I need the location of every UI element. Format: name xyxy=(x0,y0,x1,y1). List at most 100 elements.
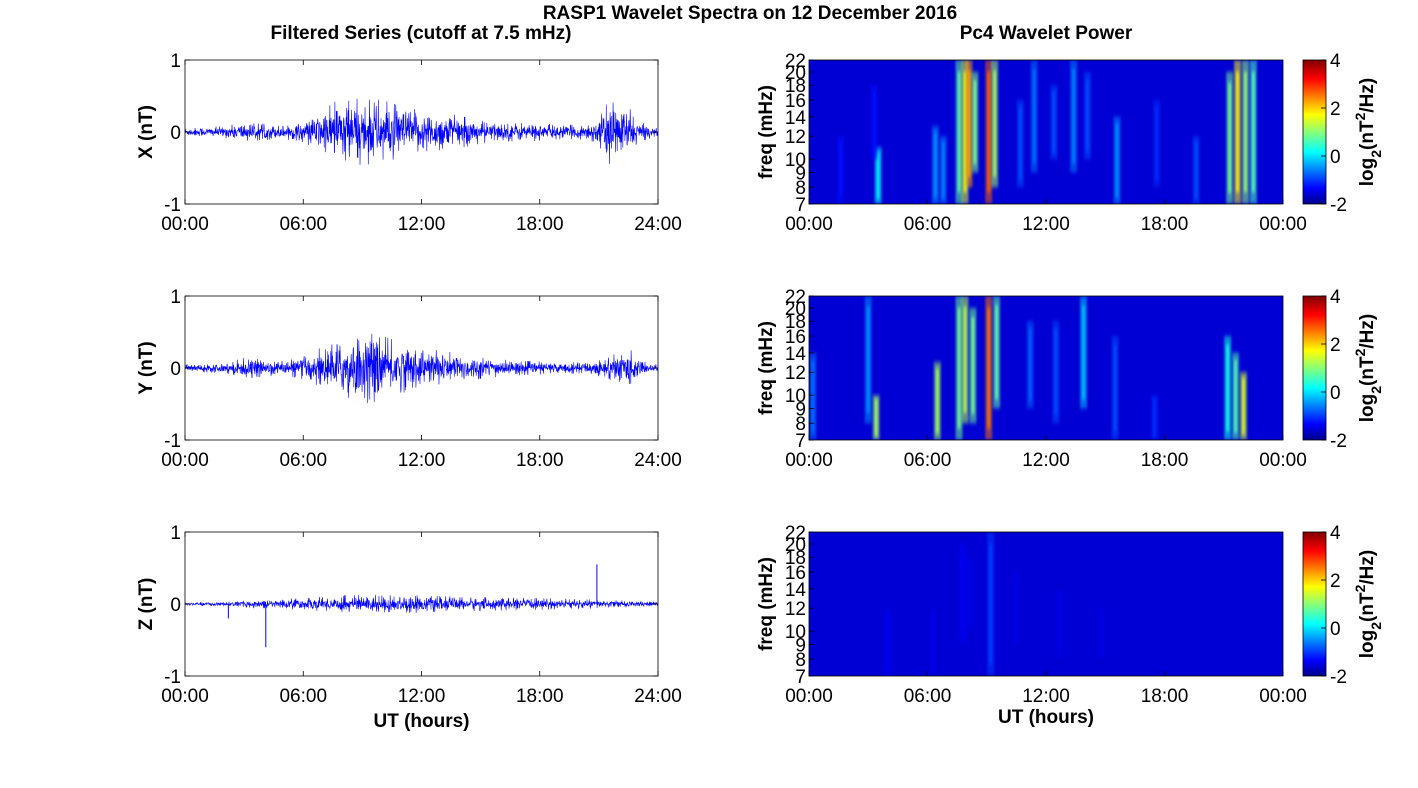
y-tick-label: 22 xyxy=(785,523,806,544)
burst-core-5 xyxy=(963,306,967,414)
burst-core-13 xyxy=(1052,91,1056,154)
burst-core-2 xyxy=(872,91,876,154)
colorbar-tick-label: -2 xyxy=(1330,431,1347,452)
series-panel-y: 00:00 06:00 12:00 18:00 24:00 -1 0 1 Y (nT) xyxy=(136,287,682,471)
left-column-title: Filtered Series (cutoff at 7.5 mHz) xyxy=(271,23,572,44)
burst-core-6 xyxy=(963,71,967,193)
x-tick-label: 06:00 xyxy=(904,686,952,707)
colorbar-tick-label: 2 xyxy=(1330,335,1341,356)
y-tick-label: 18 xyxy=(785,312,806,333)
burst-core-8 xyxy=(973,80,977,165)
heatmap-background xyxy=(809,60,1283,204)
x-tick-label: 00:00 xyxy=(1259,686,1307,707)
y-tick-label: 22 xyxy=(785,287,806,308)
burst-core-5 xyxy=(957,71,961,193)
burst-core-0 xyxy=(839,141,842,199)
plot-area xyxy=(185,60,658,204)
burst-core-16 xyxy=(1242,377,1245,435)
x-tick-label: 24:00 xyxy=(634,686,682,707)
x-tick-label: 18:00 xyxy=(516,450,564,471)
y-tick-label: 12 xyxy=(785,127,806,148)
x-tick-label: 06:00 xyxy=(904,214,952,235)
y-tick-label: 20 xyxy=(785,535,806,556)
y-tick-label: 16 xyxy=(785,563,806,584)
colorbar-tick-label: 4 xyxy=(1330,523,1341,544)
y-tick-label: 10 xyxy=(785,386,806,407)
heatmap-background xyxy=(809,532,1283,676)
x-tick-label: 12:00 xyxy=(1022,686,1070,707)
x-tick-label: 18:00 xyxy=(1141,214,1189,235)
y-tick-label: -1 xyxy=(164,667,181,688)
y-tick-label: 14 xyxy=(785,108,807,129)
colorbar-gradient xyxy=(1302,59,1327,205)
colorbar-tick-label: 4 xyxy=(1330,287,1341,308)
x-axis-label: UT (hours) xyxy=(373,711,469,732)
y-tick-label: 9 xyxy=(795,635,806,656)
burst-core-12 xyxy=(1113,344,1117,432)
burst-core-10 xyxy=(1054,329,1058,416)
colorbar-tick-label: 2 xyxy=(1330,571,1341,592)
burst-core-2 xyxy=(874,398,878,437)
x-tick-label: 00:00 xyxy=(785,214,833,235)
heatmap-bursts xyxy=(837,60,1257,204)
series-line-y xyxy=(184,333,659,404)
x-tick-label: 24:00 xyxy=(634,214,682,235)
y-axis-label: Z (nT) xyxy=(136,578,157,631)
burst-core-3 xyxy=(969,563,973,626)
x-tick-label: 00:00 xyxy=(161,214,209,235)
burst-core-13 xyxy=(1153,398,1156,437)
y-tick-label: 9 xyxy=(795,399,806,420)
y-tick-label: 18 xyxy=(785,76,806,97)
colorbar-label: log2(nT2/Hz) xyxy=(1352,78,1384,186)
colorbar-label: log2(nT2/Hz) xyxy=(1352,550,1384,658)
y-tick-label: 10 xyxy=(785,622,806,643)
x-tick-label: 06:00 xyxy=(279,450,327,471)
colorbar-label: log2(nT2/Hz) xyxy=(1352,314,1384,422)
burst-core-3 xyxy=(934,132,937,198)
y-tick-label: 16 xyxy=(785,91,806,112)
burst-core-14 xyxy=(1226,344,1229,432)
series-panel-z: 00:00 06:00 12:00 18:00 24:00 -1 0 1 Z (nT) UT (h… xyxy=(136,523,682,732)
burst-core-19 xyxy=(1228,82,1231,194)
x-tick-label: 18:00 xyxy=(516,214,564,235)
y-tick-label: 0 xyxy=(170,359,181,380)
x-tick-label: 00:00 xyxy=(1259,450,1307,471)
x-tick-label: 06:00 xyxy=(279,686,327,707)
colorbar-tick-label: 0 xyxy=(1330,383,1341,404)
y-tick-label: 1 xyxy=(170,51,181,72)
burst-core-0 xyxy=(886,613,890,671)
x-tick-label: 12:00 xyxy=(398,450,446,471)
burst-core-14 xyxy=(1072,68,1075,164)
colorbar-gradient xyxy=(1302,295,1327,441)
burst-core-8 xyxy=(995,304,998,400)
colorbar-tick-label: -2 xyxy=(1330,667,1347,688)
burst-core-4 xyxy=(942,141,945,199)
y-tick-label: 8 xyxy=(795,650,806,671)
y-tick-label: -1 xyxy=(164,195,181,216)
x-tick-label: 00:00 xyxy=(161,686,209,707)
burst-core-5 xyxy=(1015,577,1018,639)
x-tick-label: 06:00 xyxy=(279,214,327,235)
colorbar-tick-label: -2 xyxy=(1330,195,1347,216)
right-column-title: Pc4 Wavelet Power xyxy=(960,23,1133,44)
x-tick-label: 18:00 xyxy=(1141,450,1189,471)
y-axis-label: X (nT) xyxy=(136,105,157,159)
colorbar-tick-label: 2 xyxy=(1330,99,1341,120)
burst-core-17 xyxy=(1155,107,1158,181)
colorbar: -2 0 2 4 log2(nT2/Hz) xyxy=(1302,287,1384,452)
x-tick-label: 12:00 xyxy=(1022,450,1070,471)
colorbar-gradient xyxy=(1302,531,1327,677)
burst-core-2 xyxy=(961,552,965,637)
y-tick-label: 20 xyxy=(785,299,806,320)
wavelet-panel-y: 00:00 06:00 12:00 18:00 00:00789101214161820… xyxy=(756,287,1384,471)
heatmap-bursts xyxy=(884,532,1105,676)
burst-core-6 xyxy=(1058,594,1062,654)
x-tick-label: 06:00 xyxy=(904,450,952,471)
y-tick-label: 12 xyxy=(785,599,806,620)
burst-core-16 xyxy=(1115,123,1119,198)
y-tick-label: 1 xyxy=(170,287,181,308)
burst-core-7 xyxy=(1100,612,1103,656)
burst-core-6 xyxy=(971,317,975,414)
x-tick-label: 00:00 xyxy=(785,450,833,471)
wavelet-panel-x: 00:00 06:00 12:00 18:00 00:00789101214161820… xyxy=(756,51,1384,235)
